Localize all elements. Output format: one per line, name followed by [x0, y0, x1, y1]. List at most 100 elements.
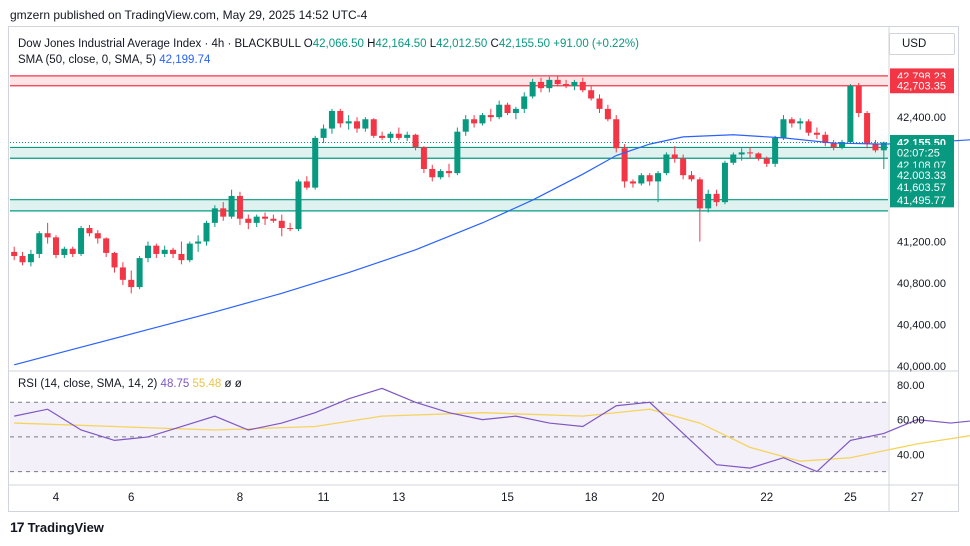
candle-body: [195, 241, 202, 244]
candle-body: [579, 81, 586, 91]
candle-body: [86, 228, 93, 234]
candle-body: [404, 134, 411, 138]
candle-body: [487, 115, 494, 118]
candle-body: [437, 171, 444, 178]
candle-body: [245, 218, 252, 223]
candle-body: [328, 110, 335, 129]
time-tick-label: 11: [318, 492, 330, 504]
currency-selector[interactable]: USD: [889, 33, 955, 55]
ohlc-values: O42,066.50 H42,164.50 L42,012.50 C42,155…: [304, 38, 639, 50]
candle-body: [563, 84, 570, 87]
price-label-box-5: [890, 167, 954, 183]
candle-body: [170, 249, 177, 254]
sma-line: [14, 134, 970, 366]
candle-body: [855, 86, 862, 114]
candle-body: [94, 233, 101, 239]
candle-body: [429, 168, 436, 178]
candle-body: [663, 154, 670, 174]
candle-body: [521, 96, 528, 109]
time-tick-label: 4: [53, 492, 60, 504]
candle-body: [186, 243, 193, 261]
candle-body: [621, 148, 628, 182]
candle-body: [379, 135, 386, 138]
high-label: H: [367, 38, 376, 50]
candle-body: [546, 79, 553, 89]
price-label-6: 41,603.57: [897, 182, 946, 194]
price-tick-label: 40,000.00: [897, 361, 946, 373]
zone-0: [10, 75, 888, 86]
time-tick-label: 15: [501, 492, 514, 504]
price-label-box-7: [890, 192, 954, 208]
candle-body: [287, 228, 294, 230]
candle-body: [805, 121, 812, 133]
rsi-tick-label: 40.00: [897, 449, 925, 461]
candle-body: [36, 233, 43, 254]
candle-body: [454, 131, 461, 174]
price-tick-label: 41,200.00: [897, 237, 946, 249]
rsi-extra-2: ø: [234, 378, 242, 390]
candle-body: [253, 216, 260, 223]
candle-body: [395, 133, 402, 138]
candle-body: [103, 238, 110, 253]
tradingview-logo-icon: 17: [10, 519, 25, 535]
sma-value: 42,199.74: [159, 54, 211, 66]
candle-body: [696, 179, 703, 209]
candle-body: [211, 208, 218, 223]
price-tick-label: 42,400.00: [897, 112, 946, 124]
rsi-sma-value: 55.48: [192, 378, 222, 390]
candle-body: [312, 137, 319, 188]
price-tick-label: 40,800.00: [897, 278, 946, 290]
candle-body: [52, 237, 60, 255]
candle-body: [445, 171, 453, 174]
sma-label[interactable]: SMA (50, close, 0, SMA, 5): [18, 54, 157, 66]
candle-body: [178, 253, 185, 261]
zone-2: [10, 199, 888, 211]
candle-body: [797, 121, 804, 124]
price-label-box-6: [890, 179, 954, 195]
brand-name: TradingView: [27, 519, 104, 535]
candle-body: [320, 128, 327, 138]
candle-body: [554, 79, 561, 85]
candle-body: [471, 119, 478, 124]
candle-body: [295, 181, 302, 230]
candle-body: [128, 279, 135, 288]
candle-body: [713, 193, 720, 203]
candle-body: [354, 121, 361, 129]
candle-body: [847, 86, 854, 143]
candle-body: [813, 132, 820, 135]
time-tick-label: 18: [585, 492, 598, 504]
candle-body: [671, 154, 678, 159]
open-value: 42,066.50: [312, 38, 364, 50]
price-label-5: 42,003.33: [897, 170, 946, 182]
candle-body: [144, 245, 151, 259]
symbol-name[interactable]: Dow Jones Industrial Average Index · 4h …: [18, 38, 301, 50]
candle-body: [529, 81, 536, 97]
candle-body: [19, 256, 26, 263]
rsi-label[interactable]: RSI (14, close, SMA, 14, 2): [18, 378, 158, 390]
tradingview-brand[interactable]: 17 TradingView: [10, 519, 104, 535]
candle-body: [629, 181, 636, 184]
candle-body: [278, 220, 285, 229]
open-label: O: [303, 38, 313, 50]
high-value: 42,164.50: [375, 38, 427, 50]
zone-1: [10, 147, 888, 159]
price-label-7: 41,495.77: [897, 195, 946, 207]
price-label-box-3: [890, 144, 954, 160]
candle-body: [680, 158, 687, 176]
candle-body: [44, 233, 51, 238]
candle-body: [604, 108, 611, 120]
candle-body: [730, 154, 737, 163]
candle-body: [78, 228, 85, 254]
candle-body: [262, 216, 269, 219]
time-tick-label: 8: [237, 492, 243, 504]
candle-body: [136, 258, 143, 288]
candle-body: [69, 248, 76, 254]
price-tick-label: 40,400.00: [897, 319, 946, 331]
price-label-3: 02:07:25: [897, 147, 940, 159]
candle-body: [638, 175, 645, 184]
candle-body: [571, 81, 578, 87]
candle-body: [236, 195, 243, 219]
candle-body: [11, 251, 18, 257]
candle-body: [596, 98, 603, 109]
